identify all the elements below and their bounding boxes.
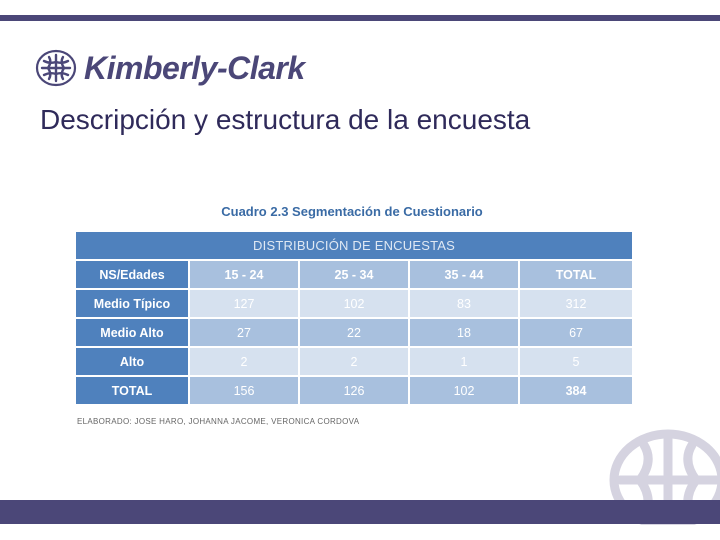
table-cell: 67 (520, 319, 633, 346)
row-label: Medio Alto (76, 319, 188, 346)
table-cell: 384 (520, 377, 633, 404)
group-header-row: DISTRIBUCIÓN DE ENCUESTAS (76, 232, 633, 259)
group-header: DISTRIBUCIÓN DE ENCUESTAS (76, 232, 633, 259)
table-row: Alto 2 2 1 5 (76, 348, 633, 375)
table-row: TOTAL 156 126 102 384 (76, 377, 633, 404)
kimberly-clark-logo: Kimberly-Clark (34, 48, 305, 88)
survey-distribution-table: DISTRIBUCIÓN DE ENCUESTAS NS/Edades 15 -… (74, 230, 634, 406)
table-cell: 156 (190, 377, 298, 404)
table-cell: 1 (410, 348, 518, 375)
table-cell: 312 (520, 290, 633, 317)
column-header: 15 - 24 (190, 261, 298, 288)
brand-name: Kimberly-Clark (84, 49, 305, 86)
row-label: Medio Típico (76, 290, 188, 317)
table-cell: 83 (410, 290, 518, 317)
kimberly-clark-logo-icon (35, 49, 77, 87)
top-accent-bar (0, 15, 720, 21)
table-cell: 102 (410, 377, 518, 404)
row-label: TOTAL (76, 377, 188, 404)
slide-title: Descripción y estructura de la encuesta (40, 104, 531, 135)
table-cell: 126 (300, 377, 408, 404)
column-header: 25 - 34 (300, 261, 408, 288)
table-cell: 18 (410, 319, 518, 346)
table-cell: 127 (190, 290, 298, 317)
table-cell: 2 (190, 348, 298, 375)
table-caption: Cuadro 2.3 Segmentación de Cuestionario (221, 204, 483, 219)
column-header-row: NS/Edades 15 - 24 25 - 34 35 - 44 TOTAL (76, 261, 633, 288)
row-label: Alto (76, 348, 188, 375)
bottom-accent-bar (0, 500, 720, 524)
table-cell: 2 (300, 348, 408, 375)
table-cell: 22 (300, 319, 408, 346)
table-credit: ELABORADO: JOSE HARO, JOHANNA JACOME, VE… (77, 417, 360, 426)
column-header: 35 - 44 (410, 261, 518, 288)
table-cell: 102 (300, 290, 408, 317)
table-cell: 27 (190, 319, 298, 346)
table-row: Medio Alto 27 22 18 67 (76, 319, 633, 346)
table-cell: 5 (520, 348, 633, 375)
table-row: Medio Típico 127 102 83 312 (76, 290, 633, 317)
column-header: NS/Edades (76, 261, 188, 288)
column-header: TOTAL (520, 261, 633, 288)
